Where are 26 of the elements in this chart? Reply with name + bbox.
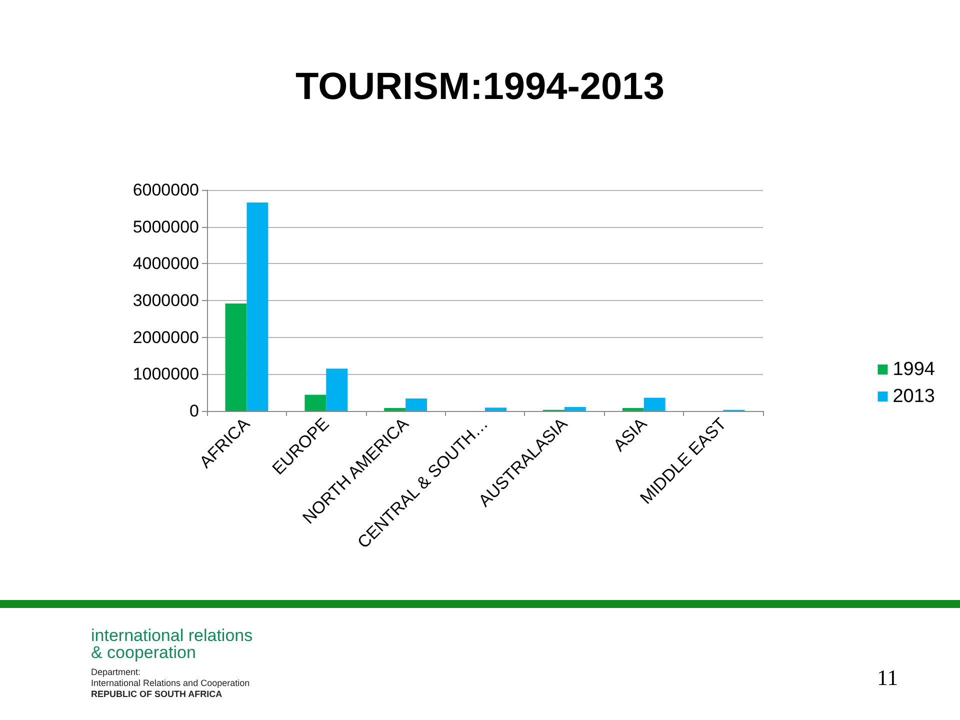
chart-title: TOURISM:1994-2013 xyxy=(294,66,666,109)
bar xyxy=(406,398,428,411)
text: 11 xyxy=(877,665,898,691)
text: & cooperation xyxy=(91,643,196,663)
legend-label: 2013 xyxy=(892,386,936,407)
bar xyxy=(622,408,644,411)
bar xyxy=(384,408,406,411)
text: international relations xyxy=(91,626,253,646)
bar xyxy=(246,202,268,411)
y-tick-label: 6000000 xyxy=(132,180,199,200)
bar xyxy=(644,398,666,411)
y-tick-label: 1000000 xyxy=(132,364,199,384)
bar xyxy=(304,394,326,411)
y-tick-label: 5000000 xyxy=(132,217,199,236)
bar xyxy=(564,406,586,411)
y-tick-label: 3000000 xyxy=(132,291,199,310)
text: International Relations and Cooperation xyxy=(91,678,250,688)
bar xyxy=(326,368,348,411)
text: Department: xyxy=(91,667,141,677)
bar xyxy=(225,303,247,411)
y-tick-label: 4000000 xyxy=(132,254,199,274)
bar xyxy=(485,408,506,411)
y-tick-label: 2000000 xyxy=(132,328,199,347)
text: REPUBLIC OF SOUTH AFRICA xyxy=(91,689,222,699)
legend-label: 1994 xyxy=(892,359,936,380)
y-tick-label: 0 xyxy=(190,402,199,420)
